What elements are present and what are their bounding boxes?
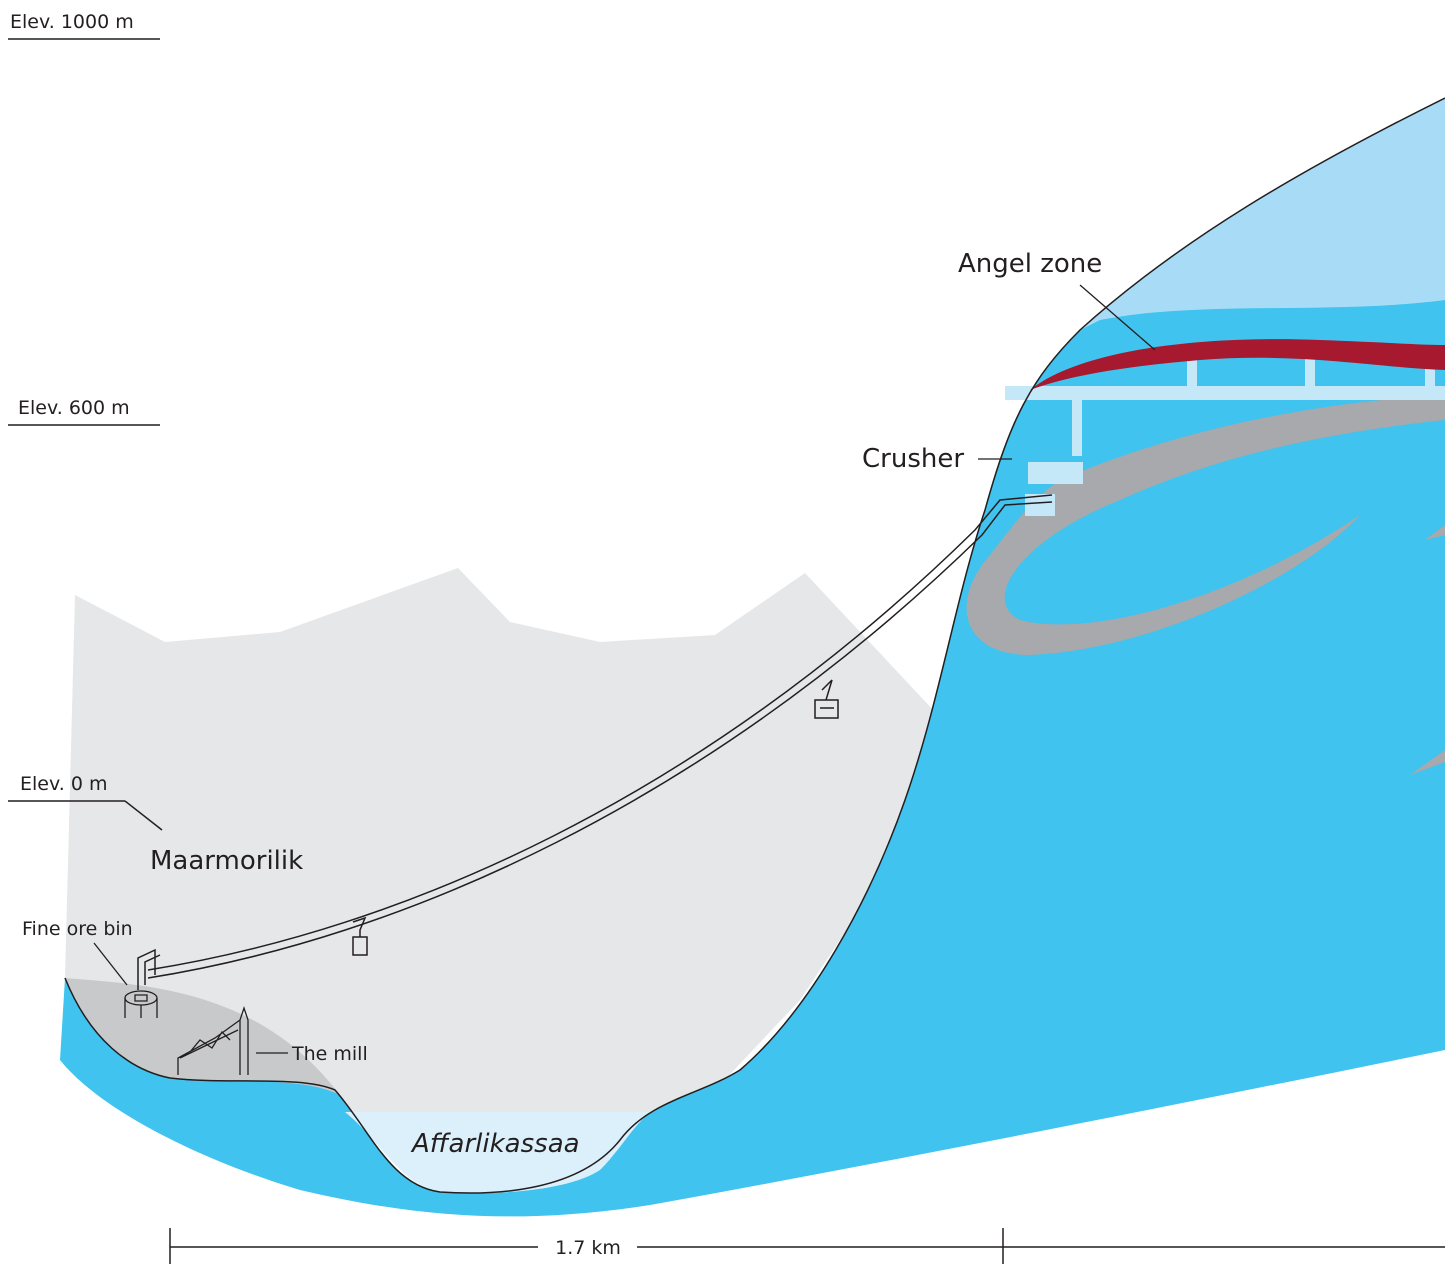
shelf	[65, 978, 340, 1095]
label: The mill	[291, 1043, 368, 1065]
label: Angel zone	[958, 249, 1102, 279]
label: Affarlikassaa	[410, 1129, 580, 1159]
label: Crusher	[862, 444, 964, 474]
ore-band	[966, 395, 1445, 655]
elevation-label: Elev. 0 m	[20, 773, 107, 795]
elevation-markers	[8, 38, 163, 831]
elevation-label: Elev. 1000 m	[10, 11, 134, 33]
ore-zone	[1030, 339, 1445, 390]
tunnels	[1005, 355, 1445, 516]
scale-label: 1.7 km	[555, 1237, 621, 1259]
elevation-label: Elev. 600 m	[18, 397, 130, 419]
cableway	[137, 494, 1053, 990]
label: Maarmorilik	[150, 846, 303, 876]
structures	[124, 990, 249, 1075]
fjord	[345, 1112, 650, 1194]
terrain-line	[64, 97, 1445, 1194]
scale-bar	[169, 1228, 1445, 1264]
bedrock	[60, 98, 1445, 1217]
upper-zone	[1080, 98, 1445, 330]
leader-lines	[93, 284, 1156, 1054]
label: Fine ore bin	[22, 918, 133, 940]
background-mountains	[65, 568, 935, 1112]
